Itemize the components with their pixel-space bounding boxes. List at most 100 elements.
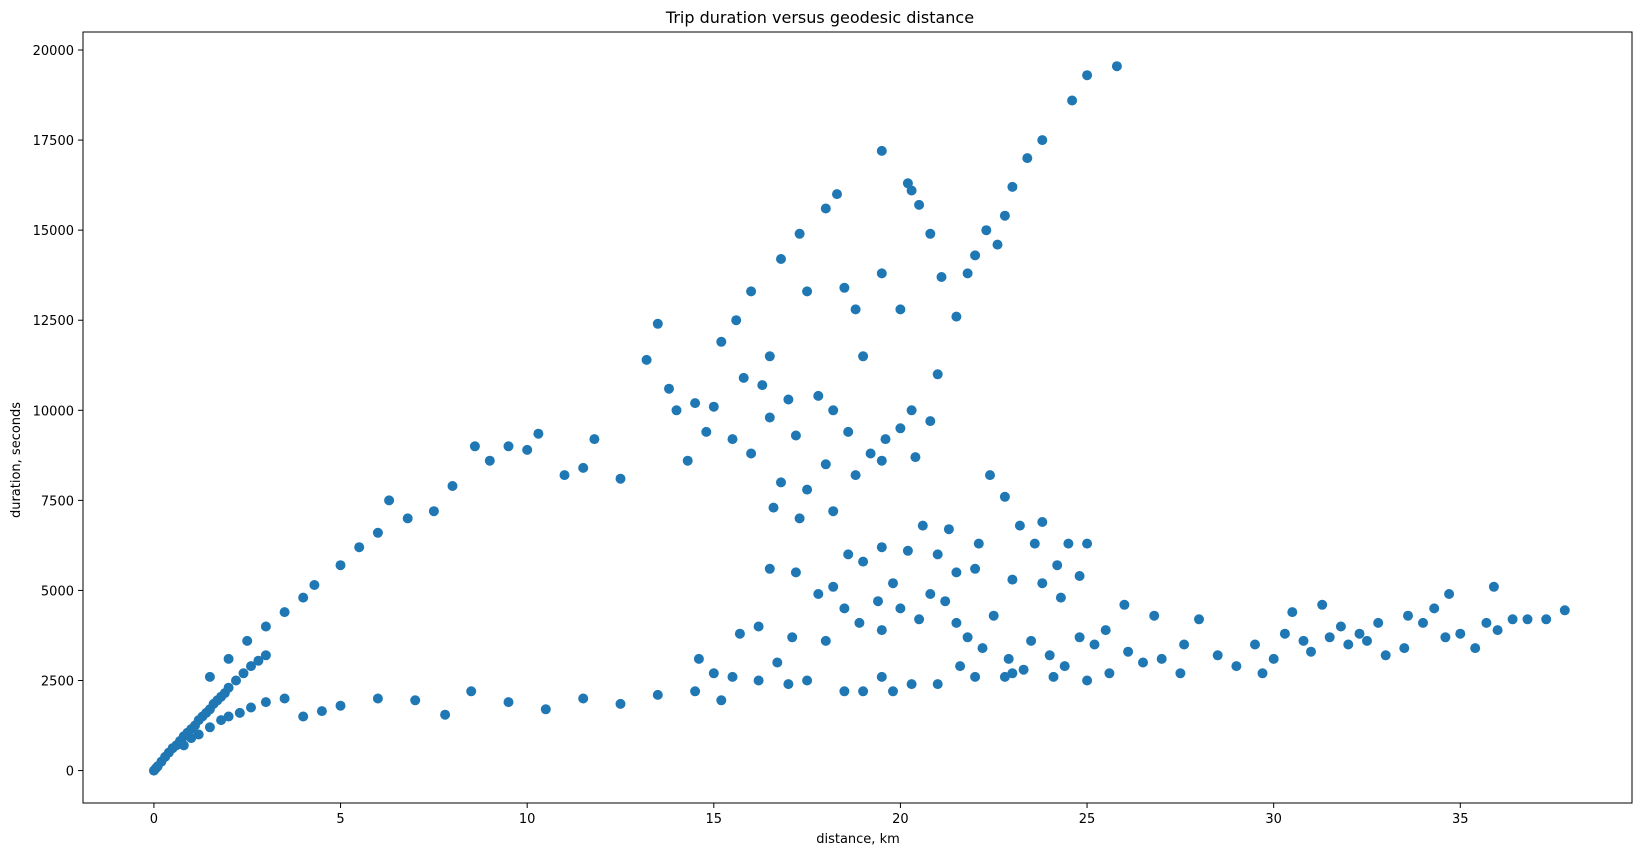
data-point — [578, 693, 589, 704]
data-point — [828, 405, 839, 416]
data-point — [1022, 153, 1033, 164]
data-point — [1522, 614, 1533, 625]
data-point — [895, 304, 906, 315]
data-point — [615, 473, 626, 484]
data-point — [372, 527, 383, 538]
plot-frame — [82, 31, 1633, 804]
data-point — [951, 567, 962, 578]
x-tick-label: 35 — [1452, 812, 1469, 827]
data-point — [932, 549, 943, 560]
data-point — [1037, 578, 1048, 589]
data-point — [992, 239, 1003, 250]
data-point — [873, 596, 883, 607]
data-point — [1440, 632, 1451, 643]
data-point — [802, 286, 813, 297]
y-tick-label: 5000 — [41, 584, 74, 599]
data-point — [1298, 635, 1309, 646]
data-point — [813, 390, 824, 401]
data-point — [1123, 646, 1134, 657]
data-point — [1380, 650, 1391, 661]
data-point — [1257, 668, 1268, 679]
data-point — [234, 707, 245, 718]
data-point — [839, 282, 850, 293]
data-point — [988, 610, 999, 621]
data-point — [204, 671, 215, 682]
data-point — [1037, 517, 1048, 527]
data-point — [932, 679, 943, 690]
data-point — [335, 700, 346, 711]
data-point — [977, 643, 988, 654]
data-point — [858, 556, 869, 567]
data-point — [1194, 614, 1204, 625]
data-point — [503, 697, 514, 708]
data-point — [1063, 538, 1074, 549]
data-point — [335, 560, 346, 571]
data-point — [1287, 607, 1298, 618]
data-point — [1429, 603, 1440, 614]
data-point — [246, 661, 256, 672]
data-point — [999, 671, 1010, 682]
data-point — [764, 351, 775, 362]
data-point — [1138, 657, 1148, 668]
x-tick-label: 20 — [892, 812, 909, 827]
data-point — [671, 405, 682, 416]
data-point — [1481, 617, 1492, 628]
data-point — [402, 513, 413, 524]
data-point — [1003, 653, 1014, 664]
data-point — [832, 189, 842, 200]
data-point — [223, 682, 234, 693]
data-point — [764, 563, 775, 574]
data-point — [615, 698, 626, 709]
data-point — [802, 484, 813, 495]
x-tick-label: 10 — [519, 812, 536, 827]
data-point — [253, 655, 264, 666]
data-point — [1403, 610, 1413, 621]
data-point — [701, 426, 712, 437]
data-point — [1343, 639, 1354, 650]
y-tick-label: 0 — [66, 765, 74, 780]
data-point — [1014, 520, 1025, 531]
y-axis-label: duration, seconds — [9, 402, 24, 518]
data-point — [970, 563, 981, 574]
y-tick-label: 12500 — [33, 314, 74, 329]
data-point — [902, 545, 913, 556]
data-point — [932, 369, 943, 380]
data-point — [242, 635, 253, 646]
data-point — [1268, 653, 1279, 664]
data-point — [828, 506, 839, 517]
data-point — [260, 697, 271, 708]
data-point — [1399, 643, 1410, 654]
data-point — [828, 581, 839, 592]
data-point — [951, 617, 962, 628]
data-point — [260, 621, 271, 632]
data-point — [820, 459, 831, 470]
data-point — [1044, 650, 1055, 661]
x-tick-label: 0 — [150, 812, 158, 827]
data-point — [1111, 61, 1122, 72]
data-point — [1373, 617, 1384, 628]
data-point — [1082, 538, 1093, 549]
data-point — [1048, 671, 1059, 682]
data-point — [727, 434, 738, 445]
data-point — [850, 304, 861, 315]
data-point — [906, 185, 917, 196]
data-point — [727, 671, 738, 682]
data-point — [888, 578, 898, 589]
data-point — [682, 455, 693, 466]
data-point — [925, 589, 936, 599]
data-point — [734, 628, 745, 639]
data-point — [1175, 668, 1186, 679]
data-point — [783, 679, 794, 690]
data-point — [970, 671, 981, 682]
data-point — [738, 372, 749, 383]
data-point — [372, 693, 383, 704]
y-tick-label: 17500 — [33, 134, 74, 149]
data-point — [888, 686, 898, 697]
data-point — [690, 398, 701, 409]
data-point — [820, 203, 831, 214]
data-point — [1104, 668, 1115, 679]
data-point — [813, 589, 824, 599]
data-point — [1488, 581, 1499, 592]
data-point — [1362, 635, 1372, 646]
y-axis: 0 2500 5000 7500 10000 12500 15000 17500 20000 — [33, 44, 83, 780]
